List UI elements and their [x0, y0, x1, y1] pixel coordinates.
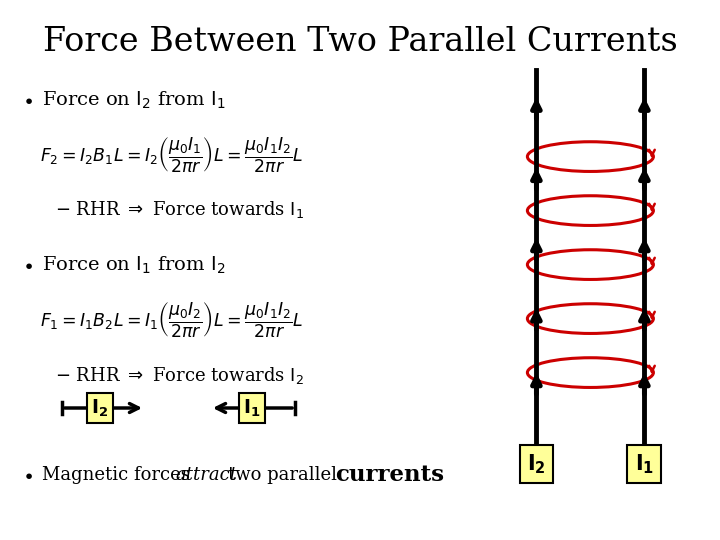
- Text: $\bullet$: $\bullet$: [22, 256, 33, 274]
- Text: two parallel: two parallel: [228, 466, 343, 484]
- Text: Force on $\mathrm{I}_2$ from $\mathrm{I}_1$: Force on $\mathrm{I}_2$ from $\mathrm{I}…: [42, 89, 225, 111]
- Text: Force Between Two Parallel Currents: Force Between Two Parallel Currents: [42, 26, 678, 58]
- Text: $\mathbf{I_2}$: $\mathbf{I_2}$: [91, 397, 109, 418]
- Text: $F_1 = I_1 B_2 L = I_1 \left( \dfrac{\mu_0 I_2}{2\pi r} \right) L = \dfrac{\mu_0: $F_1 = I_1 B_2 L = I_1 \left( \dfrac{\mu…: [40, 300, 304, 340]
- Text: $\mathbf{I_1}$: $\mathbf{I_1}$: [635, 453, 654, 476]
- Text: $\bullet$: $\bullet$: [22, 91, 33, 109]
- Text: Magnetic forces: Magnetic forces: [42, 466, 196, 484]
- Text: $-$ RHR $\Rightarrow$ Force towards $\mathrm{I}_1$: $-$ RHR $\Rightarrow$ Force towards $\ma…: [55, 199, 304, 220]
- Text: $\mathbf{I_1}$: $\mathbf{I_1}$: [243, 397, 261, 418]
- Text: $\mathbf{I_2}$: $\mathbf{I_2}$: [527, 453, 546, 476]
- Text: attract: attract: [175, 466, 237, 484]
- Text: $F_2 = I_2 B_1 L = I_2 \left( \dfrac{\mu_0 I_1}{2\pi r} \right) L = \dfrac{\mu_0: $F_2 = I_2 B_1 L = I_2 \left( \dfrac{\mu…: [40, 136, 304, 175]
- Text: $-$ RHR $\Rightarrow$ Force towards $\mathrm{I}_2$: $-$ RHR $\Rightarrow$ Force towards $\ma…: [55, 364, 304, 386]
- Text: Force on $\mathrm{I}_1$ from $\mathrm{I}_2$: Force on $\mathrm{I}_1$ from $\mathrm{I}…: [42, 254, 225, 275]
- Text: $\bullet$: $\bullet$: [22, 466, 33, 484]
- Text: currents: currents: [335, 464, 444, 486]
